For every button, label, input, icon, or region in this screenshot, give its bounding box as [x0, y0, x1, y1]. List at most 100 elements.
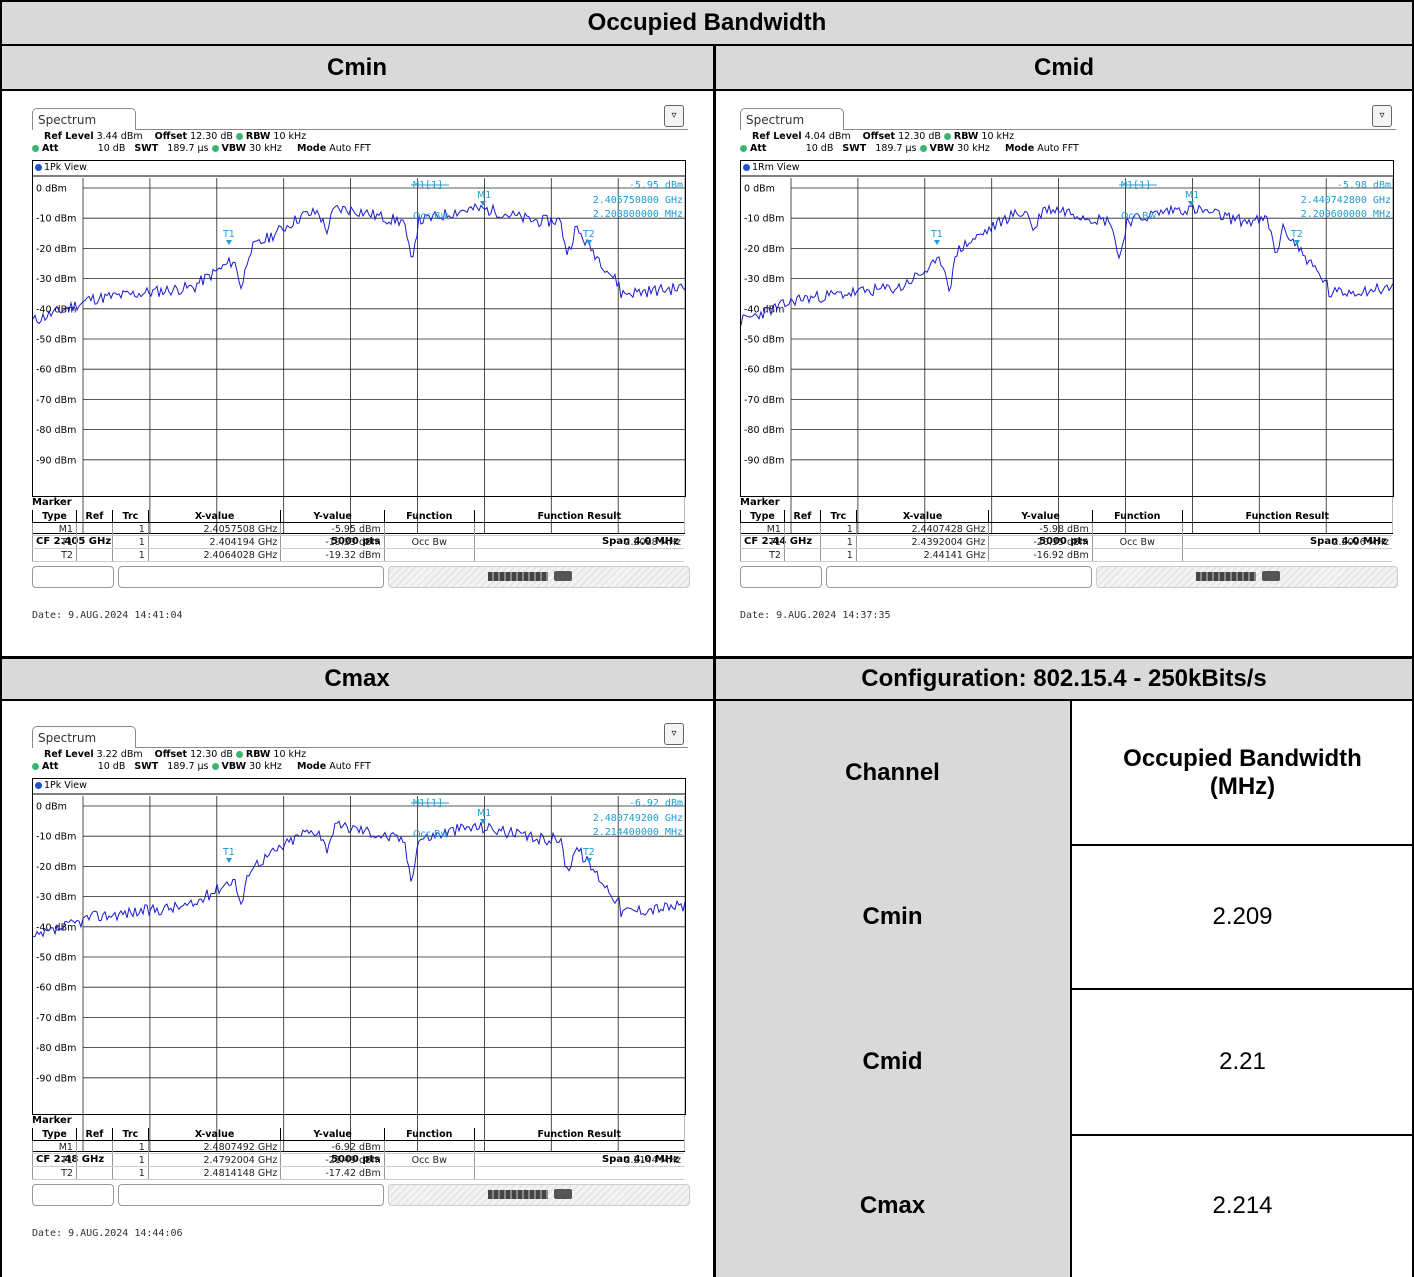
status-field[interactable] — [740, 566, 822, 588]
marker-readout-value: 2.480749200 GHz — [593, 813, 683, 824]
y-tick-label: -10 dBm — [36, 832, 76, 843]
marker-cell: 2.44141 GHz — [855, 548, 989, 562]
y-tick-label: -40 dBm — [36, 304, 76, 315]
heading-config: Configuration: 802.15.4 - 250kBits/s — [714, 657, 1414, 700]
marker-readout-value: -6.92 dBm — [629, 798, 683, 809]
marker-col-header: Function — [383, 510, 475, 523]
marker-table: Type Ref Trc X-value Y-value Function Function… — [32, 510, 684, 562]
marker-cell: M1 — [740, 522, 785, 536]
marker-row: M1 1 2.4057508 GHz -5.95 dBm — [32, 522, 684, 536]
settings-icon[interactable]: ▿ — [664, 723, 684, 745]
marker-cell — [783, 548, 821, 562]
status-field[interactable] — [826, 566, 1092, 588]
marker-cell: -17.42 dBm — [280, 1166, 385, 1180]
spectrum-tab[interactable]: Spectrum — [32, 726, 136, 748]
trace-marker-label: M1 — [477, 190, 491, 201]
settings-icon[interactable]: ▿ — [664, 105, 684, 127]
status-field[interactable] — [32, 566, 114, 588]
trace-marker-label: T2 — [582, 847, 595, 858]
marker-cell: Occ Bw — [383, 535, 475, 549]
spectrum-trace — [33, 202, 685, 325]
marker-table-title: Marker — [32, 497, 72, 508]
marker-triangle-icon — [480, 819, 486, 824]
marker-cell: 2.2144 MHz — [473, 1153, 684, 1167]
marker-col-header: Trc — [819, 510, 857, 523]
spectrum-tab[interactable]: Spectrum — [32, 108, 136, 130]
marker-cell: -21.49 dBm — [280, 1153, 385, 1167]
marker-cell — [75, 1166, 113, 1180]
marker-cell: 2.4792004 GHz — [147, 1153, 281, 1167]
marker-readout-value: 2.405750800 GHz — [593, 195, 683, 206]
spectrum-diagram: 1Pk View 0 dBm -10 dBm -20 dBm -30 dBm -40 dB… — [32, 160, 686, 547]
marker-row: T2 1 2.4814148 GHz -17.42 dBm — [32, 1166, 684, 1180]
marker-col-header: Trc — [111, 1128, 149, 1141]
y-tick-label: -50 dBm — [744, 335, 784, 346]
settings-icon[interactable]: ▿ — [1372, 105, 1392, 127]
marker-col-header: Type — [740, 510, 785, 523]
marker-row: M1 1 2.4407428 GHz -5.98 dBm — [740, 522, 1392, 536]
trace-marker-label: T2 — [582, 229, 595, 240]
spectrum-trace — [33, 820, 685, 938]
marker-table-title: Marker — [32, 1115, 72, 1126]
marker-cell: 2.4407428 GHz — [855, 522, 989, 536]
status-field[interactable] — [32, 1184, 114, 1206]
marker-triangle-icon — [586, 858, 592, 863]
marker-cell: T1 — [740, 535, 785, 549]
marker-cell: 1 — [111, 1153, 149, 1167]
marker-readout-value: 2.209600000 MHz — [1301, 209, 1391, 220]
marker-cell: -16.92 dBm — [988, 548, 1093, 562]
trace-marker-label: T1 — [930, 229, 943, 240]
marker-cell: M1 — [32, 1140, 77, 1154]
instrument-icon — [554, 1189, 572, 1199]
progress-indicator — [488, 1190, 548, 1199]
view-label: 1Pk View — [35, 162, 87, 173]
spectrum-cmid: Spectrum ▿ Ref Level 4.04 dBm Offset 12.30… — [740, 105, 1398, 628]
marker-col-header: X-value — [855, 510, 989, 523]
marker-col-header: Y-value — [280, 510, 385, 523]
marker-cell — [783, 522, 821, 536]
spectrum-tab[interactable]: Spectrum — [740, 108, 844, 130]
marker-cell — [75, 548, 113, 562]
marker-cell — [783, 535, 821, 549]
marker-cell: -5.95 dBm — [280, 522, 385, 536]
marker-cell: 1 — [819, 522, 857, 536]
marker-cell: -6.92 dBm — [280, 1140, 385, 1154]
marker-cell: 1 — [819, 548, 857, 562]
marker-row: T1 1 2.404194 GHz -19.23 dBm Occ Bw 2.2088 MH… — [32, 535, 684, 549]
marker-triangle-icon — [480, 201, 486, 206]
instrument-icon — [1262, 571, 1280, 581]
marker-triangle-icon — [226, 858, 232, 863]
y-tick-label: -90 dBm — [36, 1073, 76, 1084]
marker-cell — [383, 548, 475, 562]
marker-triangle-icon — [226, 240, 232, 245]
marker-cell: 1 — [111, 522, 149, 536]
y-tick-label: -30 dBm — [36, 892, 76, 903]
row-value-cmax: 2.214 — [1212, 1192, 1273, 1219]
marker-cell: Occ Bw — [383, 1153, 475, 1167]
status-field[interactable] — [118, 566, 384, 588]
y-tick-label: 0 dBm — [36, 802, 67, 813]
trace-marker-label: Occ Bw — [413, 829, 448, 840]
view-label: 1Pk View — [35, 780, 87, 791]
y-tick-label: -50 dBm — [36, 953, 76, 964]
marker-cell: T1 — [32, 1153, 77, 1167]
marker-col-header: Trc — [111, 510, 149, 523]
marker-readout-value: 2.440742800 GHz — [1301, 195, 1391, 206]
spectrum-diagram: 1Rm View 0 dBm -10 dBm -20 dBm -30 dBm -40 dB… — [740, 160, 1394, 547]
y-tick-label: 0 dBm — [744, 184, 775, 195]
marker-row: M1 1 2.4807492 GHz -6.92 dBm — [32, 1140, 684, 1154]
row-channel-cmid: Cmid — [714, 989, 1071, 1135]
marker-table-title: Marker — [740, 497, 780, 508]
marker-readout-value: -5.98 dBm — [1337, 180, 1391, 191]
marker-cell: -5.98 dBm — [988, 522, 1093, 536]
view-label: 1Rm View — [743, 162, 799, 173]
capture-date: Date: 9.AUG.2024 14:37:35 — [740, 610, 891, 621]
spectrum-plot: 0 dBm -10 dBm -20 dBm -30 dBm -40 dBm -50 dBm… — [33, 175, 685, 533]
marker-col-header: Function — [1091, 510, 1183, 523]
row-value-cmin: 2.209 — [1212, 903, 1273, 930]
status-field[interactable] — [118, 1184, 384, 1206]
y-tick-label: -70 dBm — [744, 395, 784, 406]
spectrum-cmin: Spectrum ▿ Ref Level 3.44 dBm Offset 12.30… — [32, 105, 690, 628]
y-tick-label: -70 dBm — [36, 1013, 76, 1024]
marker-col-header: Ref — [783, 510, 821, 523]
